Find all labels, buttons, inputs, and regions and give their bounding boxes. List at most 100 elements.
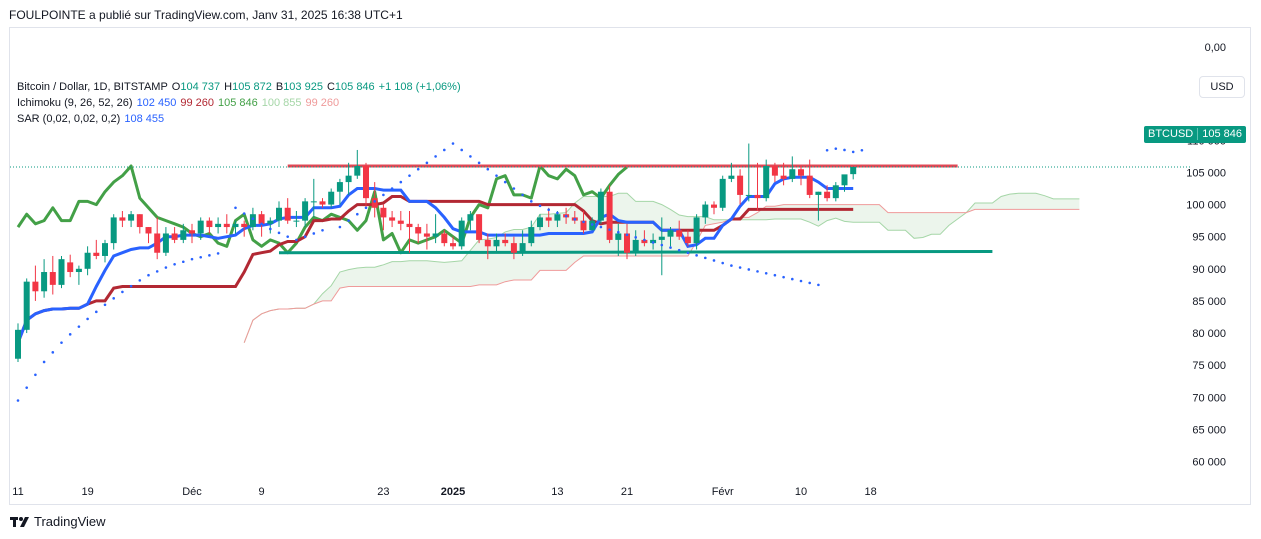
tradingview-brand[interactable]: TradingView <box>10 514 106 529</box>
candle <box>780 162 787 186</box>
sar-dot <box>643 238 646 242</box>
candle-body <box>215 223 222 228</box>
candle-body <box>241 223 248 228</box>
candle <box>136 214 143 234</box>
candle <box>215 217 222 234</box>
candle-body <box>232 223 239 228</box>
candle <box>745 143 752 202</box>
candle <box>850 166 857 180</box>
candle <box>458 217 465 250</box>
candle-body <box>702 204 709 218</box>
candle <box>319 198 326 208</box>
y-tick-label: 70 000 <box>1192 392 1226 404</box>
candle-body <box>58 259 65 285</box>
candle-body <box>684 236 691 244</box>
candle <box>23 278 30 334</box>
candle <box>484 233 491 260</box>
sar-dot <box>512 187 516 190</box>
y-tick-label: 90 000 <box>1192 264 1226 276</box>
candle-body <box>641 239 648 244</box>
sar-dot <box>773 273 777 277</box>
candle-body <box>806 175 813 195</box>
x-tick-label: Févr <box>712 486 734 498</box>
x-tick-label: 23 <box>377 486 389 498</box>
candle-body <box>632 239 639 253</box>
close-value: 105 846 <box>334 81 375 93</box>
candle <box>606 185 613 244</box>
sar-dot <box>695 254 698 257</box>
sar-dot <box>443 148 446 152</box>
candle <box>798 166 804 186</box>
sar-dot <box>129 284 133 288</box>
candle <box>510 236 517 260</box>
tenkan-value: 102 450 <box>136 97 177 109</box>
candle-body <box>545 217 552 221</box>
close-label: C <box>326 81 335 93</box>
change-value: +1 108 (+1,06%) <box>378 81 461 93</box>
candle-body <box>676 230 683 237</box>
candle-body <box>432 233 439 237</box>
candle-body <box>624 233 630 253</box>
span-b-value: 99 260 <box>305 97 340 109</box>
candle-body <box>206 220 213 228</box>
y-tick-label: 105 000 <box>1186 167 1226 179</box>
candle-body <box>75 268 82 273</box>
time-axis: 11 19 Déc 9 23 2025 13 21 Févr 10 18 <box>12 486 876 498</box>
candle-body <box>397 220 404 224</box>
y-tick-label: 85 000 <box>1192 296 1226 308</box>
candle-body <box>528 227 535 244</box>
candle <box>806 159 813 199</box>
candle-body <box>32 281 39 292</box>
y-tick-label: 60 000 <box>1192 457 1226 469</box>
sar-dot <box>86 317 89 321</box>
candle-body <box>328 191 335 205</box>
sar-dot <box>730 264 733 267</box>
sar-name: SAR (0,02, 0,02, 0,2) <box>17 113 121 125</box>
sar-dot <box>686 251 690 255</box>
sar-dot <box>617 230 620 234</box>
sar-dot <box>373 200 377 203</box>
candle <box>832 182 839 202</box>
candle <box>493 233 500 253</box>
last-price-tag: BTCUSD 105 846 <box>1144 126 1246 143</box>
sar-dot <box>477 161 481 165</box>
candle <box>232 220 239 234</box>
sar-dot <box>216 252 220 255</box>
candle-body <box>136 214 143 228</box>
sar-dot <box>190 257 194 261</box>
sar-dot <box>182 260 185 264</box>
candle-body <box>763 166 770 199</box>
candle <box>180 223 187 244</box>
sar-dot <box>42 360 46 364</box>
candle <box>189 223 195 244</box>
sar-dot <box>208 254 211 257</box>
candle-body <box>293 220 300 222</box>
sar-dot <box>521 193 524 197</box>
candle <box>302 198 309 228</box>
candle-body <box>606 191 613 240</box>
candle-body <box>597 191 604 221</box>
candle-body <box>354 166 361 176</box>
candle-body <box>502 239 509 244</box>
x-tick-label: 9 <box>259 486 265 498</box>
candle <box>415 223 422 244</box>
candle <box>171 227 178 244</box>
x-tick-label: 10 <box>795 486 807 498</box>
candle <box>380 204 387 231</box>
low-value: 103 925 <box>283 81 323 93</box>
candle <box>684 230 691 247</box>
candle <box>145 227 152 244</box>
candle <box>293 210 300 228</box>
candle-body <box>363 166 369 199</box>
candle <box>15 323 21 362</box>
ichimoku-name: Ichimoku (9, 26, 52, 26) <box>17 97 133 109</box>
candle <box>441 230 448 247</box>
candle-body <box>658 236 665 240</box>
span-a-value: 100 855 <box>261 97 302 109</box>
candle-body <box>745 194 752 196</box>
currency-button[interactable]: USD <box>1199 76 1245 98</box>
candle-body <box>380 207 387 218</box>
candle-body <box>728 175 735 179</box>
